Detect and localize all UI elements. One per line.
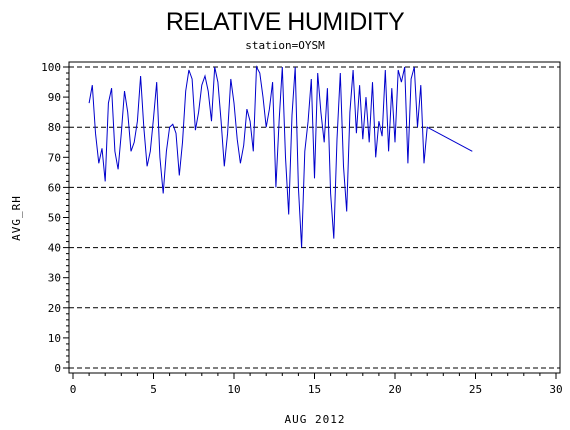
y-tick-label: 100 — [41, 61, 61, 74]
y-tick-label: 0 — [54, 362, 61, 375]
y-tick-label: 80 — [48, 121, 61, 134]
x-tick-label: 20 — [388, 383, 401, 396]
y-tick-label: 30 — [48, 272, 61, 285]
x-tick-label: 10 — [227, 383, 240, 396]
x-tick-label: 25 — [469, 383, 482, 396]
y-tick-label: 40 — [48, 242, 61, 255]
chart-title: RELATIVE HUMIDITY — [166, 8, 405, 36]
x-tick-label: 0 — [70, 383, 77, 396]
y-tick-label: 10 — [48, 332, 61, 345]
x-tick-label: 5 — [150, 383, 157, 396]
y-tick-label: 70 — [48, 151, 61, 164]
y-axis: 0 10 20 30 40 50 60 70 80 90 100 — [41, 61, 69, 375]
x-axis-label: AUG 2012 — [285, 413, 346, 426]
gridlines — [69, 66, 560, 369]
series-line-0 — [88, 65, 473, 248]
chart-subtitle: station=OYSM — [245, 39, 325, 52]
y-tick-label: 20 — [48, 302, 61, 315]
y-tick-label: 90 — [48, 91, 61, 104]
x-tick-label: 30 — [549, 383, 562, 396]
y-tick-label: 60 — [48, 181, 61, 194]
series-group — [88, 65, 473, 248]
x-axis: 0 5 10 15 20 25 30 — [70, 373, 563, 396]
x-tick-label: 15 — [308, 383, 321, 396]
y-tick-label: 50 — [48, 212, 61, 225]
y-axis-label: AVG_RH — [10, 195, 23, 241]
